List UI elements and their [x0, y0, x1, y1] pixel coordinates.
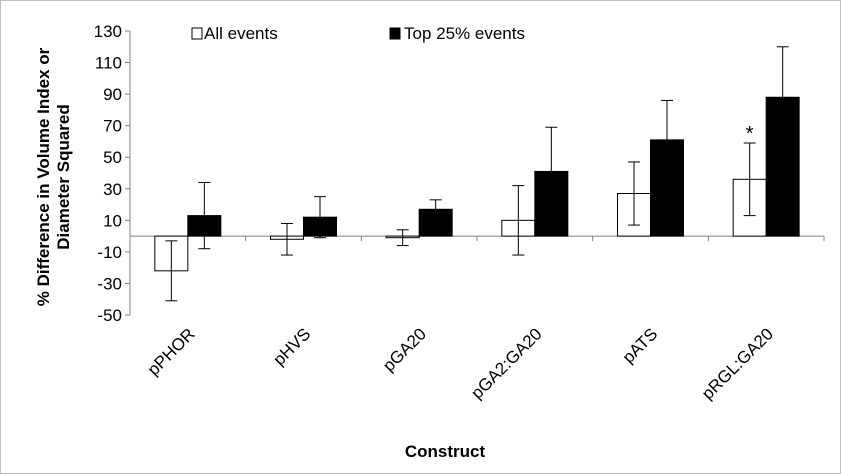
legend-swatch-all-events [191, 27, 203, 40]
y-axis-title-line-1: % Difference in Volume Index or [34, 47, 53, 306]
y-tick-label: 130 [94, 22, 122, 41]
category-label: pATS [619, 324, 662, 367]
legend-label-all-events: All events [204, 24, 278, 43]
y-tick-label: 70 [103, 117, 122, 136]
y-tick-label: 90 [103, 85, 122, 104]
y-axis-title-line-2: Diameter Squared [54, 104, 73, 250]
y-tick-label: -50 [97, 306, 122, 325]
plot-area: -50 -30 -10 10 30 50 70 90 110 130 * pPHOR pHVS pGA20… [94, 22, 825, 403]
category-label: pHVS [269, 324, 314, 369]
y-tick-label: 110 [95, 54, 122, 73]
y-tick-label: 50 [103, 148, 122, 167]
y-tick-label: 10 [103, 211, 122, 230]
category-label: pRGL:GA20 [698, 324, 777, 403]
category-label: pPHOR [144, 324, 199, 379]
legend: All events Top 25% events [191, 24, 525, 43]
y-tick-label: -30 [97, 274, 122, 293]
x-axis-title: Construct [405, 442, 486, 461]
significance-marker: * [746, 123, 754, 145]
category-label: pGA20 [379, 324, 430, 375]
legend-label-top-25-events: Top 25% events [404, 24, 525, 43]
y-tick-label: -10 [97, 243, 122, 262]
y-tick-label: 30 [103, 180, 122, 199]
category-label: pGA2:GA20 [467, 324, 545, 402]
y-axis-title: % Difference in Volume Index or Diameter… [34, 47, 73, 306]
legend-swatch-top-25-events [389, 27, 401, 40]
